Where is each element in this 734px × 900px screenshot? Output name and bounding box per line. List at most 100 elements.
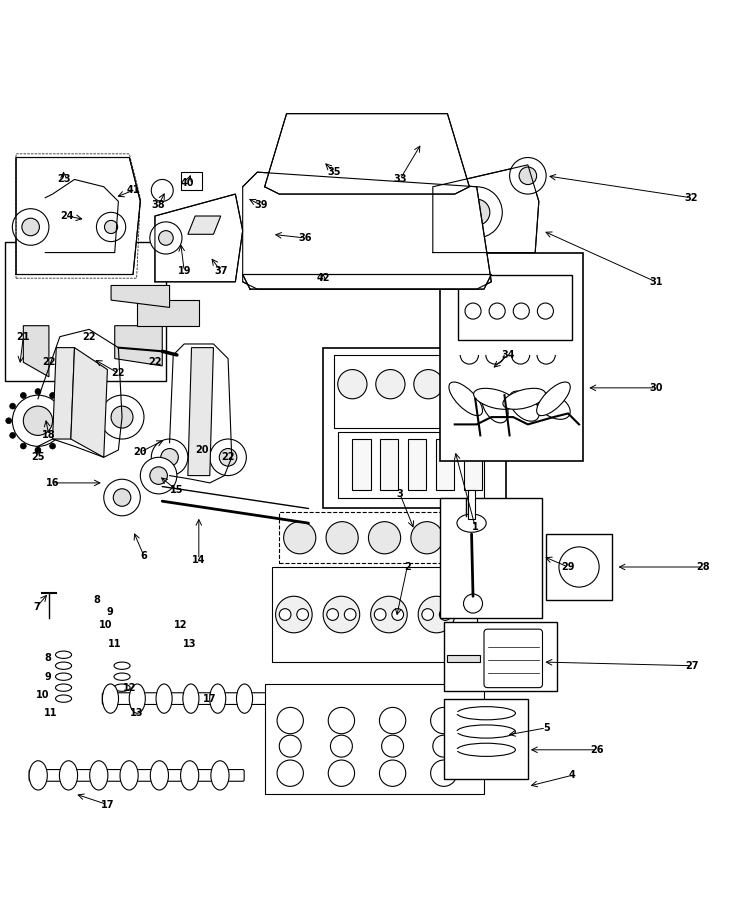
Polygon shape: [53, 347, 75, 439]
Circle shape: [50, 443, 56, 449]
Circle shape: [161, 448, 178, 466]
Text: 12: 12: [123, 682, 136, 693]
Text: 22: 22: [42, 357, 56, 367]
Circle shape: [96, 212, 126, 241]
Ellipse shape: [29, 760, 47, 790]
Ellipse shape: [114, 673, 130, 680]
Bar: [546, 534, 612, 600]
Ellipse shape: [473, 388, 516, 410]
Circle shape: [151, 179, 173, 202]
Text: 39: 39: [254, 200, 268, 210]
Circle shape: [100, 395, 144, 439]
Text: 29: 29: [562, 562, 575, 572]
Text: 6: 6: [141, 551, 148, 561]
Text: 17: 17: [101, 799, 115, 810]
Text: 37: 37: [214, 266, 228, 276]
Polygon shape: [111, 285, 170, 308]
Text: 19: 19: [178, 266, 191, 276]
Circle shape: [344, 608, 356, 620]
Text: 40: 40: [181, 178, 195, 188]
FancyBboxPatch shape: [29, 770, 244, 781]
Ellipse shape: [56, 673, 72, 680]
Ellipse shape: [457, 706, 515, 720]
Circle shape: [330, 735, 352, 757]
Ellipse shape: [90, 760, 108, 790]
Circle shape: [371, 596, 407, 633]
Circle shape: [327, 608, 338, 620]
Bar: [352, 439, 371, 491]
Bar: [464, 439, 482, 491]
Bar: [323, 347, 506, 508]
Circle shape: [12, 209, 49, 246]
Circle shape: [279, 735, 301, 757]
Text: 38: 38: [152, 200, 165, 210]
Circle shape: [418, 596, 455, 633]
Circle shape: [6, 418, 12, 424]
Text: 26: 26: [591, 745, 604, 755]
Bar: [181, 172, 203, 191]
Circle shape: [422, 608, 434, 620]
Bar: [279, 512, 462, 563]
Circle shape: [150, 222, 182, 254]
Circle shape: [150, 467, 167, 484]
Text: 41: 41: [126, 185, 139, 195]
Circle shape: [326, 522, 358, 554]
Circle shape: [60, 403, 66, 410]
Circle shape: [469, 363, 506, 399]
Polygon shape: [243, 172, 491, 289]
Circle shape: [23, 406, 53, 436]
Ellipse shape: [210, 684, 226, 713]
Bar: [448, 654, 480, 662]
Circle shape: [323, 596, 360, 633]
Polygon shape: [188, 216, 221, 234]
Text: 3: 3: [396, 489, 403, 499]
Bar: [444, 622, 557, 691]
Circle shape: [479, 372, 496, 390]
Circle shape: [10, 433, 15, 438]
Text: 21: 21: [17, 332, 30, 342]
Text: 16: 16: [46, 478, 59, 488]
Ellipse shape: [449, 382, 482, 416]
Circle shape: [10, 403, 15, 410]
Circle shape: [379, 707, 406, 733]
Circle shape: [12, 395, 64, 446]
Bar: [272, 567, 476, 662]
Polygon shape: [23, 326, 49, 377]
Bar: [459, 274, 572, 340]
Circle shape: [50, 392, 56, 399]
Bar: [5, 241, 166, 381]
Text: 31: 31: [649, 277, 663, 287]
Circle shape: [451, 187, 502, 238]
Text: 24: 24: [60, 211, 74, 221]
Ellipse shape: [183, 684, 199, 713]
Circle shape: [433, 735, 455, 757]
Circle shape: [111, 406, 133, 428]
Circle shape: [297, 608, 308, 620]
Circle shape: [461, 730, 478, 748]
Circle shape: [414, 370, 443, 399]
Ellipse shape: [56, 684, 72, 691]
Ellipse shape: [120, 760, 138, 790]
Text: 18: 18: [42, 430, 56, 440]
Ellipse shape: [59, 760, 78, 790]
Ellipse shape: [503, 388, 545, 410]
Text: 5: 5: [542, 723, 550, 733]
Polygon shape: [16, 158, 140, 274]
Circle shape: [379, 760, 406, 787]
Ellipse shape: [537, 393, 570, 419]
Bar: [408, 439, 426, 491]
Text: 14: 14: [192, 554, 206, 564]
Circle shape: [60, 433, 66, 438]
Circle shape: [464, 199, 490, 226]
Ellipse shape: [150, 760, 169, 790]
Text: 2: 2: [404, 562, 410, 572]
Text: 28: 28: [697, 562, 711, 572]
Circle shape: [140, 457, 177, 494]
Ellipse shape: [457, 724, 515, 738]
Text: 33: 33: [393, 175, 407, 184]
Text: 13: 13: [130, 708, 143, 718]
Text: 25: 25: [32, 453, 45, 463]
Text: 9: 9: [106, 608, 113, 617]
Text: 17: 17: [203, 694, 217, 704]
Ellipse shape: [129, 684, 145, 713]
